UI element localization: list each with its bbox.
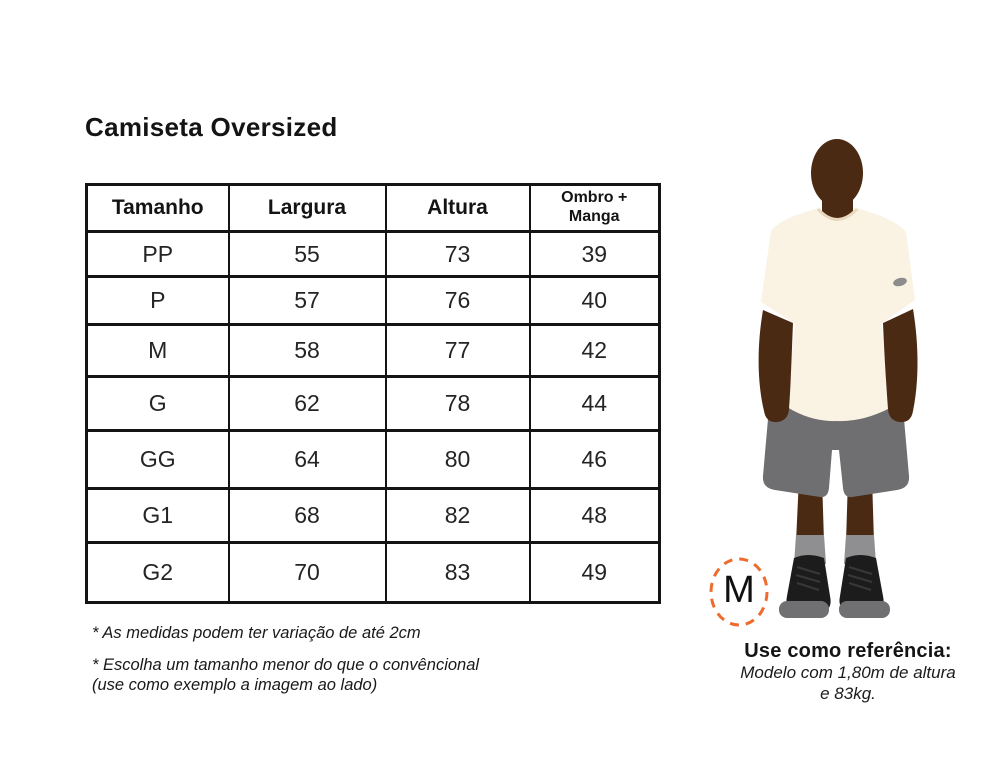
altura-cell: 82 <box>384 487 531 544</box>
reference-line-1: Modelo com 1,80m de altura <box>740 663 956 682</box>
column-header-tamanho: Tamanho <box>85 183 230 233</box>
sleeve-logo <box>893 277 907 287</box>
column-header-largura: Largura <box>227 183 387 233</box>
dashed-circle-icon <box>709 557 769 627</box>
size-cell: GG <box>85 429 230 490</box>
ombro-manga-cell: 46 <box>528 429 661 490</box>
measurement-variation-note: * As medidas podem ter variação de até 2… <box>92 624 421 642</box>
largura-cell: 58 <box>227 323 387 378</box>
person-silhouette <box>758 139 918 618</box>
page-title: Camiseta Oversized <box>85 112 338 142</box>
size-cell: PP <box>85 230 230 278</box>
size-cell: M <box>85 323 230 378</box>
model-illustration <box>758 139 918 618</box>
shorts-shape <box>762 396 910 498</box>
sizing-advice-line-1: * Escolha um tamanho menor do que o conv… <box>92 656 480 675</box>
ombro-manga-cell: 48 <box>528 487 661 544</box>
left-sneaker-laces <box>795 565 821 592</box>
person-right-forearm <box>883 309 918 423</box>
altura-cell: 80 <box>384 429 531 490</box>
badge-letter: M <box>723 569 755 611</box>
table-row: M 58 77 42 <box>85 323 661 378</box>
reference-heading: Use como referência: <box>744 640 952 662</box>
column-header-ombro-manga-label: Ombro + Manga <box>561 189 628 225</box>
right-sneaker-sole <box>839 601 890 618</box>
largura-cell: 64 <box>227 429 387 490</box>
ombro-manga-cell: 49 <box>528 541 661 604</box>
largura-cell: 57 <box>227 275 387 326</box>
footnotes: * As medidas podem ter variação de até 2… <box>92 623 567 707</box>
right-sneaker <box>839 555 884 611</box>
largura-cell: 55 <box>227 230 387 278</box>
altura-cell: 76 <box>384 275 531 326</box>
largura-cell: 70 <box>227 541 387 604</box>
sizing-advice-note: * Escolha um tamanho menor do que o conv… <box>92 655 567 695</box>
sizing-advice-line-2: (use como exemplo a imagem ao lado) <box>92 676 378 695</box>
largura-cell: 62 <box>227 375 387 432</box>
ombro-manga-cell: 42 <box>528 323 661 378</box>
largura-cell: 68 <box>227 487 387 544</box>
altura-cell: 77 <box>384 323 531 378</box>
ombro-manga-cell: 39 <box>528 230 661 278</box>
table-row: P 57 76 40 <box>85 275 661 326</box>
size-cell: G2 <box>85 541 230 604</box>
person-left-forearm <box>758 310 793 423</box>
ombro-manga-cell: 40 <box>528 275 661 326</box>
table-row: G2 70 83 49 <box>85 541 661 604</box>
size-chart-table: Tamanho Largura Altura Ombro + Manga PP … <box>85 183 661 604</box>
reference-caption: Use como referência: Modelo com 1,80m de… <box>698 640 992 704</box>
tshirt-collar-line <box>816 207 859 221</box>
left-sneaker <box>786 555 831 611</box>
tshirt-shape <box>761 208 915 422</box>
column-header-altura: Altura <box>384 183 531 233</box>
table-row: G1 68 82 48 <box>85 487 661 544</box>
column-header-ombro-manga: Ombro + Manga <box>528 183 661 233</box>
reference-line-2: e 83kg. <box>820 683 876 703</box>
ombro-manga-cell: 44 <box>528 375 661 432</box>
altura-cell: 78 <box>384 375 531 432</box>
left-sneaker-sole <box>779 601 829 618</box>
altura-cell: 73 <box>384 230 531 278</box>
size-cell: G1 <box>85 487 230 544</box>
table-row: GG 64 80 46 <box>85 429 661 490</box>
right-sneaker-laces <box>847 565 873 592</box>
table-row: PP 55 73 39 <box>85 230 661 278</box>
size-m-badge: M <box>707 555 771 629</box>
size-cell: P <box>85 275 230 326</box>
header-row: Tamanho Largura Altura Ombro + Manga <box>85 183 661 233</box>
size-cell: G <box>85 375 230 432</box>
table-row: G 62 78 44 <box>85 375 661 432</box>
altura-cell: 83 <box>384 541 531 604</box>
